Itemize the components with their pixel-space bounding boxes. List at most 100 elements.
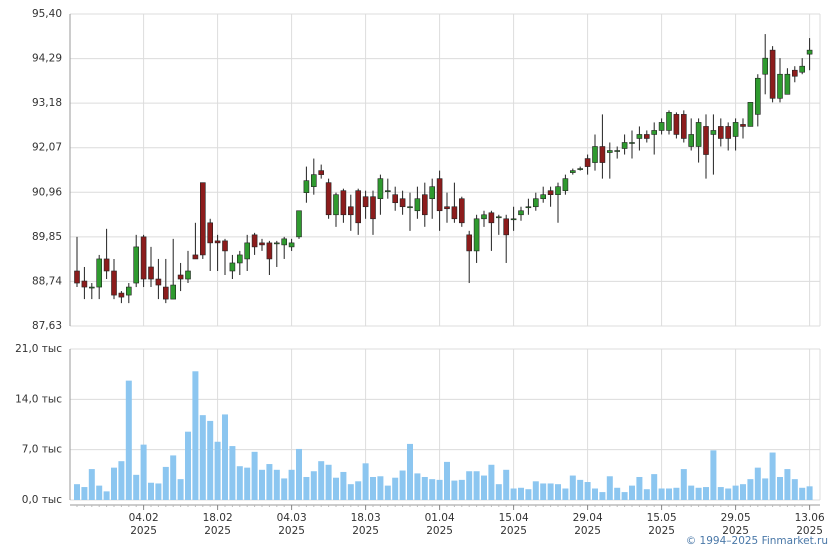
volume-bar — [170, 455, 177, 500]
volume-bar — [192, 371, 199, 500]
volume-bar — [592, 488, 598, 500]
y-tick-label: 21,0 тыс — [15, 343, 62, 355]
candle-body — [74, 270, 80, 284]
volume-bar — [251, 451, 258, 500]
volume-bar — [421, 476, 428, 500]
candle-body — [643, 134, 650, 139]
volume-bar — [370, 476, 376, 500]
candle-body — [680, 114, 687, 139]
candle-body — [518, 210, 524, 216]
volume-bar — [606, 476, 613, 500]
candle-body — [784, 73, 791, 95]
candle-body — [362, 196, 369, 208]
candle-body — [140, 236, 147, 280]
volume-bar — [769, 452, 776, 500]
volume-bar — [562, 488, 569, 500]
candle-body — [340, 190, 347, 216]
volume-bar — [111, 467, 117, 500]
candle-body — [259, 242, 265, 246]
candle-body — [488, 212, 495, 224]
volume-bar — [584, 482, 591, 500]
credit: © 1994–2025 Finmarket.ru — [686, 535, 828, 547]
volume-bar — [777, 476, 783, 500]
volume-bar — [103, 491, 110, 500]
volume-bar — [229, 446, 236, 500]
volume-bar — [799, 487, 806, 500]
x-tick-label: 29.04 2025 — [573, 512, 603, 537]
volume-bar — [74, 484, 80, 500]
volume-bar — [362, 463, 369, 500]
y-tick-label: 93,18 — [32, 97, 62, 109]
candle-body — [791, 69, 798, 77]
volume-bar — [384, 485, 391, 500]
volume-bar — [340, 471, 347, 500]
candle-body — [636, 134, 643, 139]
volume-bar — [148, 482, 154, 500]
volume-bar — [651, 474, 658, 500]
candle-body — [510, 218, 517, 221]
candle-body — [717, 126, 724, 139]
volume-bar — [806, 486, 813, 500]
candle-body — [170, 284, 176, 300]
y-tick-label: 87,63 — [32, 320, 62, 332]
volume-bar — [569, 475, 576, 500]
candle-body — [666, 112, 672, 131]
candle-body — [370, 196, 376, 220]
candle-body — [458, 198, 465, 224]
candle-body — [229, 262, 236, 272]
candle-body — [303, 180, 310, 193]
volume-bar — [740, 484, 746, 500]
volume-bar — [377, 476, 384, 500]
volume-bar — [503, 469, 510, 500]
candle-body — [384, 190, 391, 192]
volume-bar — [680, 469, 687, 500]
candle-body — [466, 234, 473, 252]
candle-body — [547, 190, 554, 195]
candle-body — [740, 124, 746, 127]
volume-bar — [296, 448, 302, 500]
candle-body — [577, 168, 584, 170]
x-tick-label: 04.02 2025 — [129, 512, 159, 537]
candle-body — [495, 216, 502, 219]
x-tick-label: 18.03 2025 — [351, 512, 381, 537]
volume-bar — [88, 469, 95, 500]
candle-body — [762, 57, 769, 75]
volume-bar — [259, 469, 265, 500]
candle-body — [569, 170, 576, 173]
candle-body — [111, 270, 117, 296]
candle-body — [133, 246, 139, 284]
candle-body — [473, 218, 480, 252]
volume-bar — [318, 461, 325, 500]
candle-body — [732, 122, 739, 137]
volume-bar — [325, 464, 332, 500]
candle-body — [318, 170, 325, 175]
candle-body — [148, 266, 154, 280]
x-tick-label: 04.03 2025 — [277, 512, 307, 537]
candle-body — [266, 242, 273, 260]
volume-bar — [577, 479, 584, 500]
volume-bar — [717, 487, 724, 500]
volume-bar — [199, 415, 206, 500]
volume-bar — [458, 479, 465, 500]
volume-bar — [688, 485, 695, 500]
volume-bar — [207, 420, 214, 500]
volume-bar — [303, 476, 310, 500]
volume-bar — [436, 479, 443, 500]
volume-bar — [636, 476, 643, 500]
volume-bar — [495, 484, 502, 500]
candle-body — [444, 206, 450, 210]
volume-bar — [695, 487, 702, 500]
candle-body — [281, 238, 288, 246]
candle-body — [451, 206, 458, 220]
x-tick-label: 13.06 2025 — [795, 512, 825, 537]
y-tick-label: 94,29 — [32, 53, 62, 65]
candle-body — [118, 292, 125, 298]
candle-body — [200, 182, 206, 256]
candle-body — [296, 210, 302, 238]
volume-bar — [155, 483, 162, 500]
candle-body — [237, 254, 243, 264]
candle-body — [525, 206, 532, 209]
volume-bar — [725, 488, 732, 500]
volume-bar — [710, 450, 717, 500]
candle-body — [414, 198, 421, 212]
